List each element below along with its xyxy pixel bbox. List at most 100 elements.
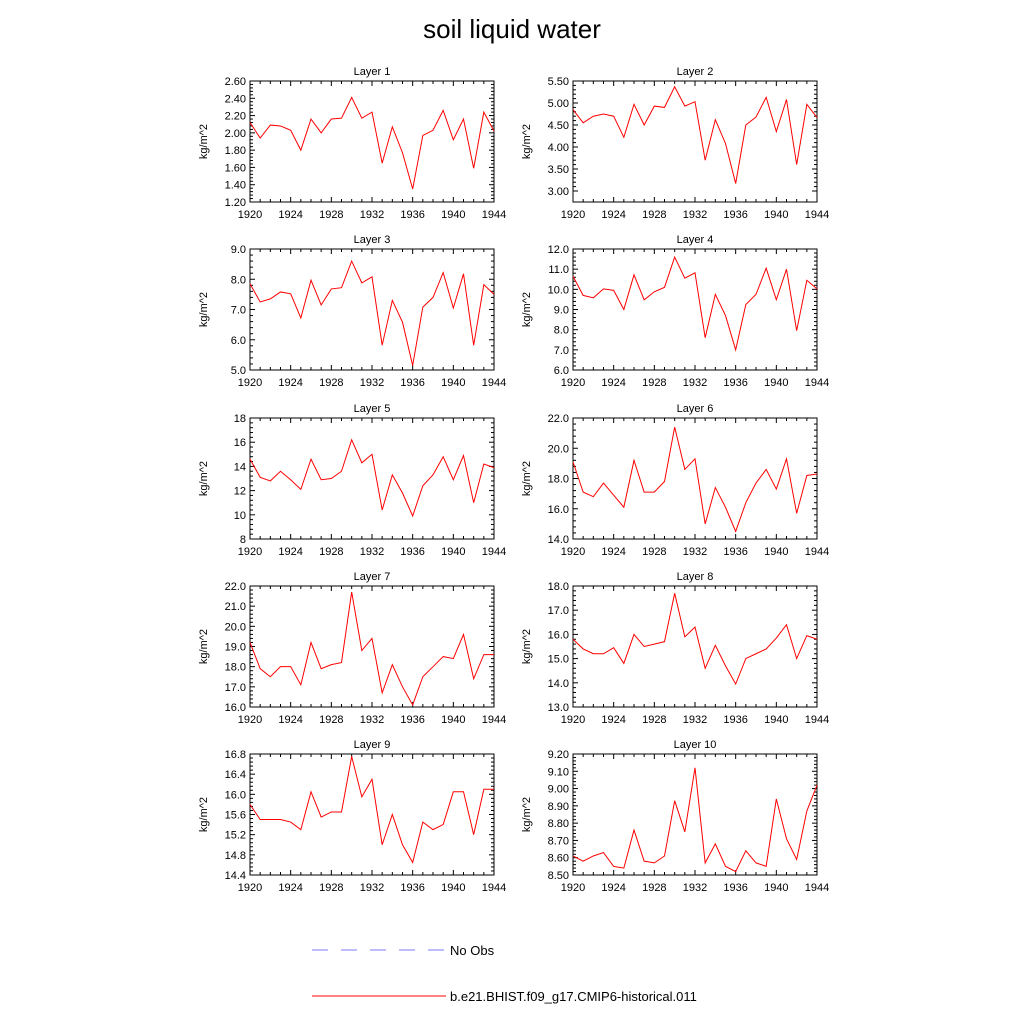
x-tick-label: 1924 (601, 714, 625, 726)
x-tick-label: 1928 (642, 546, 666, 558)
legend: No Obs b.e21.BHIST.f09_g17.CMIP6-histori… (312, 943, 697, 1004)
x-tick-label: 1924 (278, 209, 302, 221)
x-tick-label: 1944 (482, 377, 506, 389)
y-tick-label: 5.0 (231, 365, 246, 377)
y-tick-label: 8.70 (548, 835, 569, 847)
plot-frame (572, 80, 818, 203)
x-tick-label: 1920 (561, 882, 585, 894)
chart-panel-5: Layer 5 kg/m^2 1920 1924 1928 1932 1936 1940 194… (198, 403, 506, 558)
y-tick-label: 7.0 (231, 305, 246, 317)
y-tick-label: 5.50 (548, 76, 569, 88)
y-tick-label: 6.0 (231, 335, 246, 347)
y-tick-label: 9.0 (554, 305, 569, 317)
series-line (572, 426, 818, 533)
plot-frame (572, 585, 818, 708)
y-tick-label: 9.00 (548, 784, 569, 796)
y-tick-label: 9.0 (231, 244, 246, 256)
x-tick-label: 1940 (764, 714, 788, 726)
x-tick-label: 1920 (561, 209, 585, 221)
x-tick-label: 1936 (400, 714, 424, 726)
y-axis-label: kg/m^2 (198, 124, 210, 159)
y-axis-label: kg/m^2 (521, 461, 533, 496)
y-tick-label: 2.60 (225, 76, 246, 88)
x-tick-label: 1920 (561, 377, 585, 389)
y-tick-label: 16.4 (225, 769, 246, 781)
y-tick-label: 14.8 (225, 850, 246, 862)
chart-panel-7: Layer 7 kg/m^2 1920 1924 1928 1932 1936 1940 194… (198, 571, 506, 726)
y-tick-label: 9.20 (548, 749, 569, 761)
x-tick-label: 1944 (482, 714, 506, 726)
x-tick-label: 1936 (723, 714, 747, 726)
y-tick-label: 16 (234, 437, 246, 449)
x-tick-label: 1928 (642, 209, 666, 221)
x-tick-label: 1932 (683, 882, 707, 894)
x-tick-label: 1936 (723, 209, 747, 221)
y-tick-label: 6.0 (554, 365, 569, 377)
x-tick-label: 1924 (601, 377, 625, 389)
x-tick-label: 1940 (441, 377, 465, 389)
y-tick-label: 15.2 (225, 830, 246, 842)
x-tick-label: 1936 (400, 546, 424, 558)
x-tick-label: 1920 (238, 882, 262, 894)
chart-panel-9: Layer 9 kg/m^2 1920 1924 1928 1932 1936 1940 194… (198, 739, 506, 894)
x-tick-label: 1928 (319, 209, 343, 221)
figure-title: soil liquid water (423, 14, 601, 44)
x-tick-label: 1924 (278, 714, 302, 726)
y-tick-label: 10 (234, 510, 246, 522)
x-tick-label: 1936 (400, 377, 424, 389)
y-axis-label: kg/m^2 (198, 629, 210, 664)
x-tick-label: 1944 (805, 546, 829, 558)
x-tick-label: 1940 (764, 882, 788, 894)
series-line (249, 438, 495, 518)
series-line (249, 591, 494, 707)
x-tick-label: 1924 (278, 882, 302, 894)
x-tick-label: 1936 (400, 882, 424, 894)
x-tick-label: 1928 (642, 377, 666, 389)
panel-title: Layer 9 (354, 739, 391, 751)
x-tick-label: 1928 (319, 714, 343, 726)
x-tick-label: 1924 (278, 546, 302, 558)
x-tick-label: 1940 (441, 714, 465, 726)
y-tick-label: 14.4 (225, 870, 246, 882)
x-tick-label: 1940 (441, 546, 465, 558)
y-tick-label: 9.10 (548, 766, 569, 778)
y-tick-label: 18.0 (548, 474, 569, 486)
x-tick-label: 1928 (319, 882, 343, 894)
y-tick-label: 20.0 (548, 443, 569, 455)
y-tick-label: 16.0 (548, 629, 569, 641)
y-tick-label: 8.90 (548, 801, 569, 813)
panel-title: Layer 5 (354, 403, 391, 415)
x-tick-label: 1924 (601, 546, 625, 558)
x-tick-label: 1920 (561, 546, 585, 558)
y-tick-label: 8 (240, 534, 246, 546)
x-tick-label: 1940 (441, 882, 465, 894)
y-tick-label: 16.8 (225, 749, 246, 761)
x-tick-label: 1944 (805, 209, 829, 221)
chart-panel-8: Layer 8 kg/m^2 1920 1924 1928 1932 1936 1940 194… (521, 571, 829, 726)
y-tick-label: 14.0 (548, 678, 569, 690)
chart-panel-3: Layer 3 kg/m^2 1920 1924 1928 1932 1936 1940 194… (198, 234, 506, 389)
x-tick-label: 1924 (601, 209, 625, 221)
y-tick-label: 2.00 (225, 128, 246, 140)
y-tick-label: 21.0 (225, 601, 246, 613)
series-line (572, 593, 818, 686)
x-tick-label: 1936 (400, 209, 424, 221)
panel-title: Layer 8 (677, 571, 714, 583)
y-tick-label: 16.0 (225, 789, 246, 801)
x-tick-label: 1932 (683, 377, 707, 389)
y-tick-label: 8.50 (548, 870, 569, 882)
y-tick-label: 3.50 (548, 164, 569, 176)
y-tick-label: 1.40 (225, 180, 246, 192)
y-tick-label: 11.0 (548, 264, 569, 276)
x-tick-label: 1932 (360, 882, 384, 894)
chart-panel-4: Layer 4 kg/m^2 1920 1924 1928 1932 1936 1940 194… (521, 234, 829, 389)
y-tick-label: 17.0 (225, 682, 246, 694)
y-tick-label: 16.0 (225, 702, 246, 714)
y-tick-label: 16.0 (548, 504, 569, 516)
y-tick-label: 8.0 (554, 325, 569, 337)
chart-panel-6: Layer 6 kg/m^2 1920 1924 1928 1932 1936 1940 194… (521, 403, 829, 558)
x-tick-label: 1928 (642, 882, 666, 894)
chart-panel-1: Layer 1 kg/m^2 1920 1924 1928 1932 1936 1940 194… (198, 66, 506, 221)
y-tick-label: 1.80 (225, 145, 246, 157)
